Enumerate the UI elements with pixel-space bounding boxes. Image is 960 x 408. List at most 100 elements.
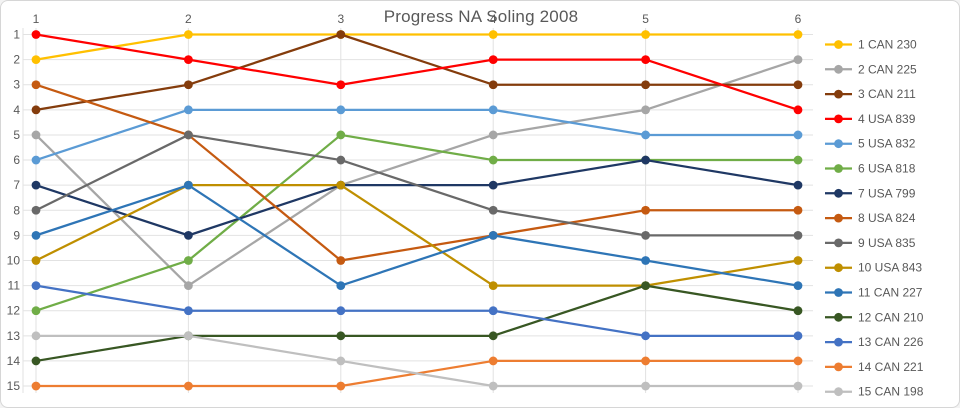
legend-item: 10 USA 843: [825, 261, 922, 275]
legend-label: 7 USA 799: [858, 186, 916, 200]
x-axis-label-1: 1: [33, 12, 40, 26]
legend-swatch-marker: [834, 263, 843, 273]
legend: 1 CAN 230 2 CAN 225 3 CAN 211 4 USA 839 5 US…: [825, 38, 924, 399]
data-point-race-6: [793, 55, 803, 65]
data-point-race-4: [488, 381, 498, 391]
data-point-race-3: [336, 381, 346, 391]
legend-label: 6 USA 818: [858, 162, 916, 176]
data-point-race-5: [641, 331, 650, 341]
series-line: [35, 284, 799, 363]
series-line: [35, 83, 798, 262]
legend-label: 14 CAN 221: [858, 360, 924, 374]
legend-label: 5 USA 832: [858, 137, 916, 151]
data-point-race-4: [488, 80, 498, 90]
legend-item: 7 USA 799: [825, 186, 916, 200]
legend-swatch-marker: [834, 238, 843, 248]
y-axis-label-13: 13: [7, 329, 21, 343]
y-axis-label-3: 3: [13, 78, 20, 92]
y-axis-label-7: 7: [13, 178, 20, 192]
data-point-race-1: [31, 180, 41, 190]
legend-label: 13 CAN 226: [858, 335, 924, 349]
y-axis-label-4: 4: [13, 103, 20, 117]
legend-label: 12 CAN 210: [858, 310, 924, 324]
legend-label: 10 USA 843: [858, 261, 922, 275]
data-point-race-2: [184, 30, 193, 39]
legend-swatch-marker: [834, 337, 843, 347]
data-point-race-5: [641, 105, 650, 115]
data-point-race-6: [793, 306, 803, 316]
data-point-race-1: [31, 55, 41, 65]
y-axis-label-15: 15: [7, 379, 21, 393]
data-point-race-3: [336, 281, 346, 290]
legend-swatch-marker: [834, 312, 843, 322]
data-point-race-5: [641, 256, 650, 265]
data-point-race-3: [336, 130, 346, 140]
series-5-usa-832: [31, 105, 803, 165]
data-point-race-5: [641, 356, 650, 366]
series-15-can-198: [31, 331, 803, 391]
data-point-race-4: [488, 180, 498, 190]
legend-swatch-marker: [834, 114, 843, 124]
data-point-race-2: [184, 381, 193, 391]
series-line: [35, 33, 798, 111]
legend-item: 1 CAN 230: [825, 38, 917, 52]
data-point-race-3: [336, 105, 346, 115]
x-axis-label-2: 2: [185, 12, 192, 26]
data-point-race-5: [641, 381, 650, 391]
legend-swatch-marker: [834, 64, 843, 74]
legend-label: 11 CAN 227: [858, 286, 923, 300]
legend-swatch-marker: [834, 213, 843, 223]
legend-swatch-marker: [834, 89, 843, 99]
x-axis-label-6: 6: [795, 12, 802, 26]
data-point-race-3: [336, 180, 346, 190]
data-point-race-1: [31, 105, 41, 115]
legend-swatch-marker: [834, 40, 843, 49]
data-point-race-6: [793, 356, 803, 366]
data-point-race-1: [31, 30, 41, 39]
legend-item: 9 USA 835: [825, 236, 916, 250]
legend-swatch-marker: [834, 139, 843, 149]
data-point-race-6: [793, 155, 803, 165]
data-point-race-4: [488, 30, 498, 39]
data-point-race-1: [31, 256, 41, 265]
data-point-race-1: [31, 306, 41, 316]
data-point-race-4: [488, 230, 498, 240]
series-line: [35, 33, 798, 61]
data-point-race-6: [793, 30, 803, 39]
legend-item: 5 USA 832: [825, 137, 916, 151]
data-point-race-4: [488, 55, 498, 65]
legend-item: 3 CAN 211: [825, 87, 916, 101]
legend-item: 8 USA 824: [825, 211, 916, 225]
data-point-race-6: [793, 230, 803, 240]
data-point-race-2: [184, 55, 193, 65]
series-3-can-211: [31, 30, 803, 115]
data-point-race-2: [184, 180, 193, 190]
y-axis-label-1: 1: [13, 28, 20, 42]
data-point-race-5: [641, 55, 650, 65]
data-point-race-4: [488, 306, 498, 316]
y-axis-label-11: 11: [8, 279, 21, 293]
series-11-can-227: [31, 180, 803, 290]
data-point-race-1: [31, 381, 41, 391]
data-point-race-1: [31, 281, 41, 290]
series-1-can-230: [31, 30, 803, 65]
legend-label: 1 CAN 230: [858, 38, 917, 52]
legend-label: 2 CAN 225: [858, 62, 917, 76]
data-point-race-6: [793, 381, 803, 391]
legend-item: 12 CAN 210: [825, 310, 924, 324]
data-point-race-1: [31, 155, 41, 165]
data-point-race-4: [488, 356, 498, 366]
series-12-can-210: [31, 281, 803, 366]
data-point-race-1: [31, 331, 41, 341]
data-point-race-4: [488, 155, 498, 165]
series-8-usa-824: [31, 80, 803, 265]
y-axis-label-10: 10: [7, 253, 21, 267]
legend-item: 6 USA 818: [825, 162, 916, 176]
data-point-race-2: [184, 130, 193, 140]
y-axis-label-6: 6: [13, 153, 20, 167]
data-point-race-5: [641, 80, 650, 90]
legend-label: 3 CAN 211: [858, 87, 916, 101]
legend-item: 15 CAN 198: [825, 385, 924, 399]
